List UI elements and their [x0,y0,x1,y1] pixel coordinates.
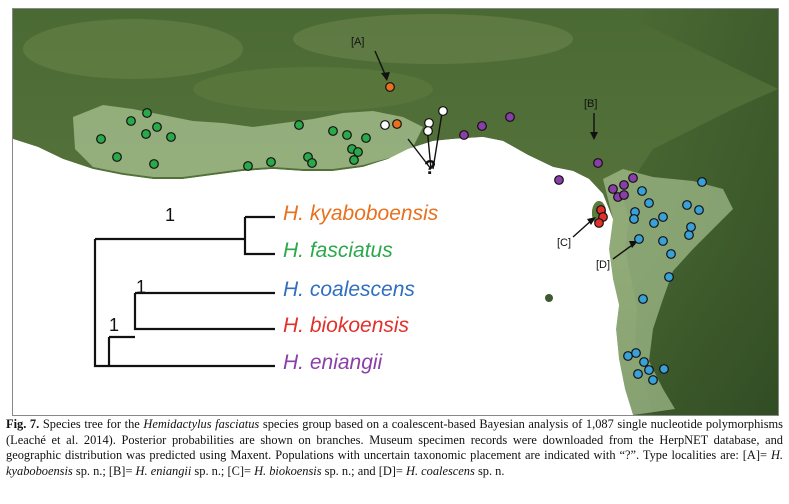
specimen-point-fasciatus [152,122,162,132]
specimen-point-eniangii [554,175,564,185]
caption-suffix-b: sp. n.; [C]= [194,463,251,478]
specimen-points [96,82,707,385]
figure-caption: Fig. 7. Species tree for the Hemidactylu… [6,417,783,479]
specimen-point-coalescens [682,200,692,210]
specimen-point-coalescens [634,234,644,244]
specimen-point-coalescens [629,214,639,224]
specimen-point-coalescens [633,369,643,379]
specimen-point-fasciatus [243,161,253,171]
posterior-low: 1 [109,315,120,335]
specimen-point-fasciatus [126,116,136,126]
specimen-point-coalescens [658,212,668,222]
caption-species-a: H. kyaboboensis [6,448,783,478]
predicted-range-west [73,105,423,177]
caption-suffix-d: sp. n. [477,463,505,478]
ocean [13,137,633,415]
taxon-label-biokoensis: H. biokoensis [283,314,410,337]
specimen-point-coalescens [658,236,668,246]
specimen-point-eniangii [628,173,638,183]
specimen-point-coalescens [666,249,676,259]
specimen-point-coalescens [644,198,654,208]
specimen-point-uncertain [424,118,434,128]
taxon-label-fasciatus: H. fasciatus [283,239,393,262]
caption-genus: Hemidactylus fasciatus [143,417,260,431]
callout-d: [D] [596,259,611,271]
specimen-point-coalescens [649,218,659,228]
land-west-africa [13,9,778,415]
specimen-point-coalescens [631,348,641,358]
specimen-point-eniangii [477,121,487,131]
specimen-point-uncertain [380,120,390,130]
specimen-point-coalescens [664,272,674,282]
specimen-point-fasciatus [96,134,106,144]
caption-text-2: species group based on a coalescent-base… [6,417,783,463]
caption-species-c: H. biokoensis [254,463,322,478]
caption-text-1: Species tree for the [42,417,140,431]
caption-suffix-a: sp. n.; [B]= [75,463,133,478]
specimen-point-uncertain [438,106,448,116]
specimen-point-fasciatus [142,108,152,118]
specimen-point-fasciatus [112,152,122,162]
caption-suffix-c: sp. n.; and [D]= [324,463,403,478]
specimen-point-uncertain [423,126,433,136]
specimen-point-coalescens [686,222,696,232]
specimen-point-fasciatus [266,157,276,167]
map-image [13,9,778,415]
caption-fig-label: Fig. 7. [6,417,40,431]
taxon-label-coalescens: H. coalescens [283,278,415,301]
specimen-point-fasciatus [349,155,359,165]
specimen-point-eniangii [505,112,515,122]
specimen-point-kyaboboensis [392,119,402,129]
specimen-point-eniangii [593,158,603,168]
specimen-point-fasciatus [353,147,363,157]
caption-species-b: H. eniangii [135,463,192,478]
specimen-point-eniangii [619,180,629,190]
specimen-point-kyaboboensis [385,82,395,92]
callout-b: [B] [584,98,598,110]
specimen-point-eniangii [608,184,618,194]
specimen-point-eniangii [459,130,469,140]
posterior-mid: 1 [136,277,147,297]
specimen-point-eniangii [619,190,629,200]
specimen-point-coalescens [659,364,669,374]
callout-a: [A] [351,36,365,48]
specimen-point-coalescens [648,375,658,385]
specimen-point-biokoensis [594,218,604,228]
specimen-point-fasciatus [141,129,151,139]
specimen-point-fasciatus [307,158,317,168]
specimen-point-coalescens [623,351,633,361]
specimen-point-fasciatus [294,120,304,130]
taxon-label-eniangii: H. eniangii [283,351,383,374]
map-figure: 1 1 1 H. kyaboboensis H. fasciatus H. co… [12,8,779,416]
specimen-point-fasciatus [328,126,338,136]
specimen-point-coalescens [639,357,649,367]
specimen-point-fasciatus [166,132,176,142]
specimen-point-coalescens [684,230,694,240]
taxon-label-kyaboboensis: H. kyaboboensis [283,202,439,225]
specimen-point-coalescens [697,177,707,187]
specimen-point-coalescens [638,294,648,304]
species-tree [93,215,275,368]
specimen-point-fasciatus [361,133,371,143]
uncertain-marker: ? [424,157,437,179]
specimen-point-coalescens [637,186,647,196]
specimen-point-fasciatus [149,159,159,169]
posterior-top: 1 [165,205,176,225]
specimen-point-fasciatus [342,130,352,140]
specimen-point-coalescens [644,365,654,375]
callout-c: [C] [557,237,572,249]
specimen-point-coalescens [694,205,704,215]
caption-species-d: H. coalescens [406,463,475,478]
